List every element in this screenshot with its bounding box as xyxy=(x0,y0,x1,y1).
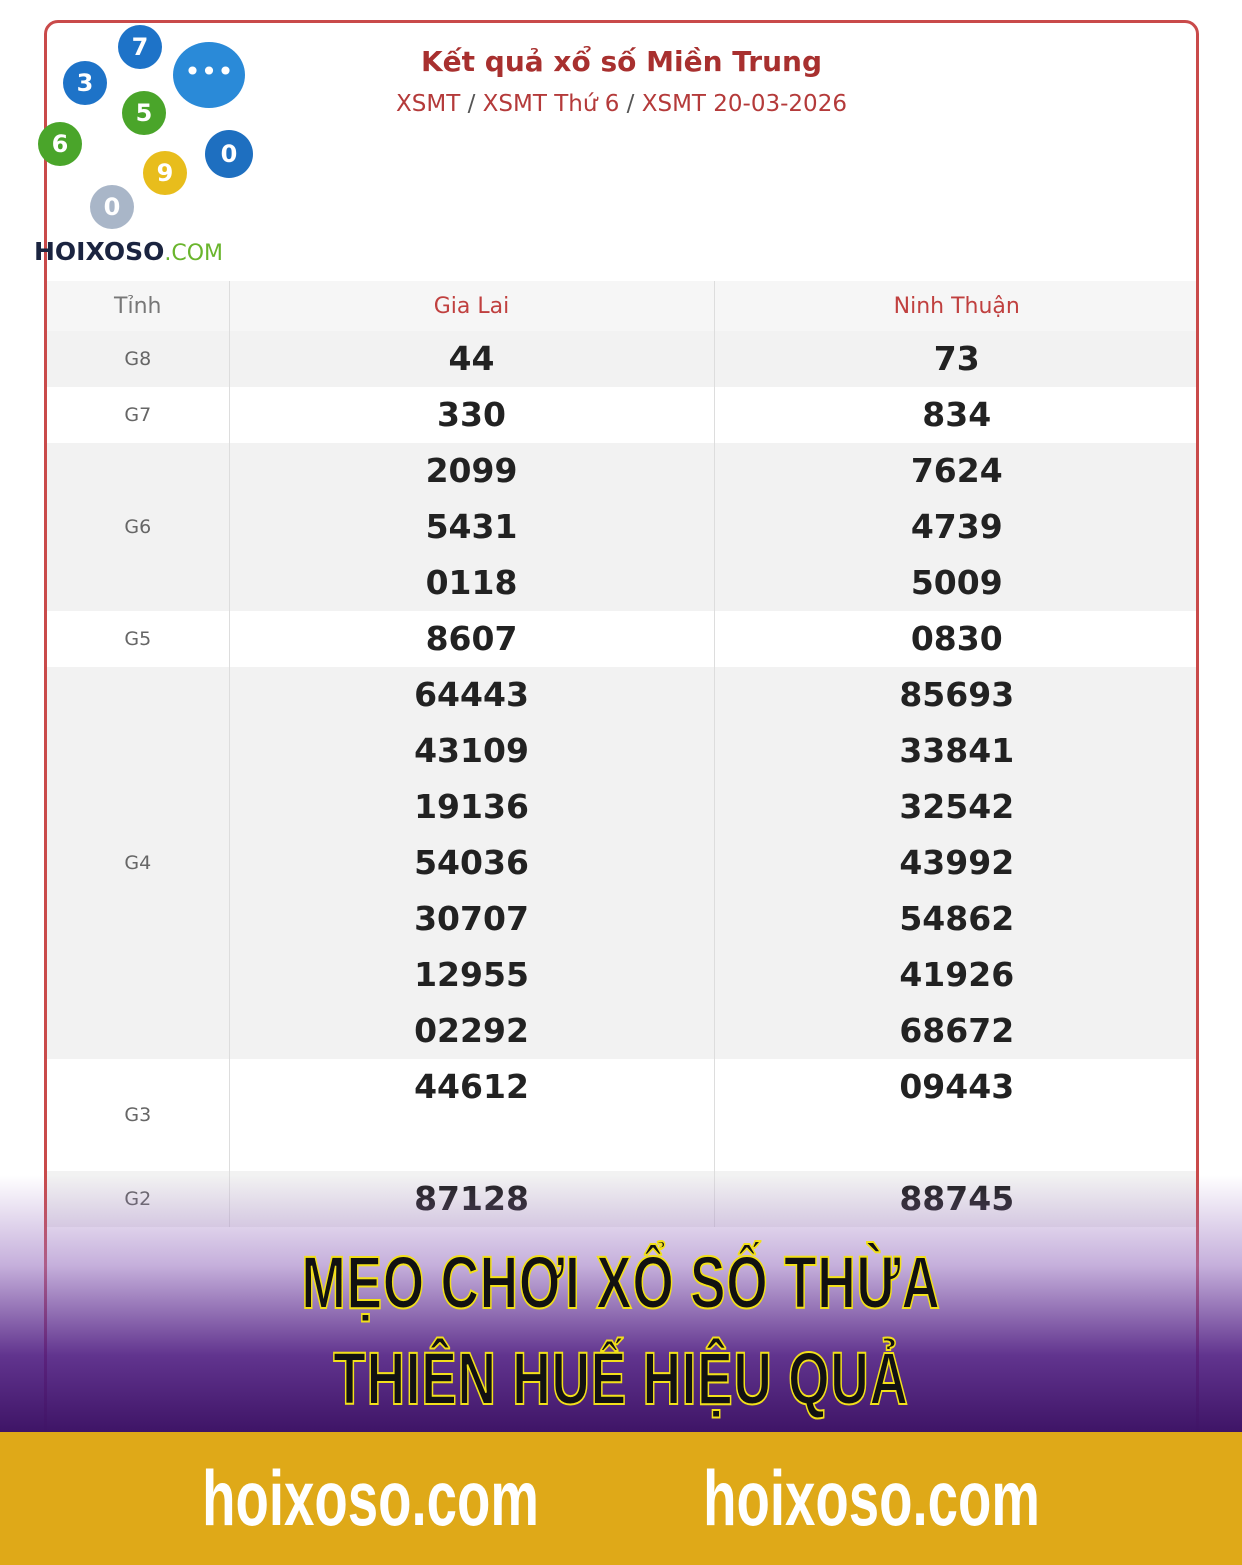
results-card: Kết quả xổ số Miền Trung XSMT / XSMT Thứ… xyxy=(44,20,1199,1500)
prize-label: G3 xyxy=(47,1059,230,1171)
table-row: 02292 68672 xyxy=(47,1003,1196,1059)
breadcrumb-xsmt-date[interactable]: XSMT 20-03-2026 xyxy=(641,91,847,117)
ball-icon: 7 xyxy=(118,25,162,69)
prize-label: G8 xyxy=(47,331,230,387)
hoixoso-logo: 7 3 5 6 9 0 0 ••• HOIXOSO.COM xyxy=(30,25,260,270)
table-row xyxy=(47,1115,1196,1171)
ninh-thuan-number: 41926 xyxy=(714,947,1196,1003)
gia-lai-number: 19136 xyxy=(229,779,715,835)
gia-lai-number: 5431 xyxy=(229,499,715,555)
ninh-thuan-number: 0830 xyxy=(910,619,1003,658)
prize-label: G4 xyxy=(47,667,230,1059)
ninh-thuan-number: 834 xyxy=(922,395,992,434)
ninh-thuan-number xyxy=(714,1115,1196,1171)
ninh-thuan-number: 73 xyxy=(714,331,1196,387)
table-row: G5 8607 0830 xyxy=(47,611,1196,667)
gia-lai-number: 30707 xyxy=(229,891,715,947)
breadcrumb-xsmt[interactable]: XSMT xyxy=(396,91,461,117)
ball-icon: 9 xyxy=(143,151,187,195)
ball-icon: 5 xyxy=(122,91,166,135)
gia-lai-number: 44612 xyxy=(229,1059,715,1115)
ninh-thuan-number: 7624 xyxy=(714,443,1196,499)
gia-lai-number: 8607 xyxy=(229,611,715,667)
table-row: 30707 54862 xyxy=(47,891,1196,947)
gia-lai-number: 2099 xyxy=(229,443,715,499)
table-row: G3 44612 09443 xyxy=(47,1059,1196,1171)
gia-lai-number: 44 xyxy=(229,331,715,387)
ninh-thuan-number: 43992 xyxy=(714,835,1196,891)
gia-lai-number: 02292 xyxy=(229,1003,715,1059)
breadcrumb-xsmt-thu6[interactable]: XSMT Thứ 6 xyxy=(482,91,620,117)
ninh-thuan-number: 85693 xyxy=(714,667,1196,723)
headline: MẸO CHƠI XỔ SỐ THỪA THIÊN HUẾ HIỆU QUẢ xyxy=(301,1240,941,1421)
ball-icon: 3 xyxy=(63,61,107,105)
page-title: Kết quả xổ số Miền Trung xyxy=(420,45,822,78)
table-row: 5431 4739 xyxy=(47,499,1196,555)
footer-link[interactable]: hoixoso.com xyxy=(703,1454,1040,1542)
ninh-thuan-number: 4739 xyxy=(714,499,1196,555)
table-row: 12955 41926 xyxy=(47,947,1196,1003)
ninh-thuan-number: 09443 xyxy=(899,1067,1015,1106)
table-row: G6 2099 7624 xyxy=(47,443,1196,611)
results-table: Tỉnh Gia Lai Ninh Thuận G8 44 73 G7 330 834 G6… xyxy=(47,281,1196,1227)
table-row: G8 44 73 xyxy=(47,331,1196,387)
ninh-thuan-number: 5009 xyxy=(714,555,1196,611)
ninh-thuan-number: 32542 xyxy=(714,779,1196,835)
table-row: G7 330 834 xyxy=(47,387,1196,443)
column-header-gia-lai: Gia Lai xyxy=(229,281,715,331)
gia-lai-number: 54036 xyxy=(229,835,715,891)
table-row: 0118 5009 xyxy=(47,555,1196,611)
ninh-thuan-number: 33841 xyxy=(714,723,1196,779)
ball-icon: 0 xyxy=(90,185,134,229)
table-row: G4 64443 85693 xyxy=(47,667,1196,1059)
table-row: 43109 33841 xyxy=(47,723,1196,779)
ninh-thuan-number: 54862 xyxy=(714,891,1196,947)
gradient-overlay xyxy=(0,1175,1242,1433)
prize-label: G5 xyxy=(47,611,230,667)
column-header-ninh-thuan: Ninh Thuận xyxy=(714,281,1196,331)
ball-icon: 6 xyxy=(38,122,82,166)
ball-icon: 0 xyxy=(205,130,253,178)
gia-lai-number: 64443 xyxy=(229,667,715,723)
gia-lai-number: 330 xyxy=(229,387,715,443)
prize-label: G6 xyxy=(47,443,230,611)
breadcrumb: XSMT / XSMT Thứ 6 / XSMT 20-03-2026 xyxy=(396,91,847,117)
footer-link[interactable]: hoixoso.com xyxy=(202,1454,539,1542)
gia-lai-number: 43109 xyxy=(229,723,715,779)
gia-lai-number: 0118 xyxy=(229,555,715,611)
logo-text: HOIXOSO.COM xyxy=(34,237,224,266)
table-row: 19136 32542 xyxy=(47,779,1196,835)
table-row: 54036 43992 xyxy=(47,835,1196,891)
ninh-thuan-number: 68672 xyxy=(714,1003,1196,1059)
footer-banner: hoixoso.com hoixoso.com xyxy=(0,1432,1242,1565)
chat-bubble-icon: ••• xyxy=(173,42,245,108)
prize-label: G7 xyxy=(47,387,230,443)
column-header-province: Tỉnh xyxy=(47,281,230,331)
gia-lai-number: 12955 xyxy=(229,947,715,1003)
gia-lai-number xyxy=(229,1115,715,1171)
